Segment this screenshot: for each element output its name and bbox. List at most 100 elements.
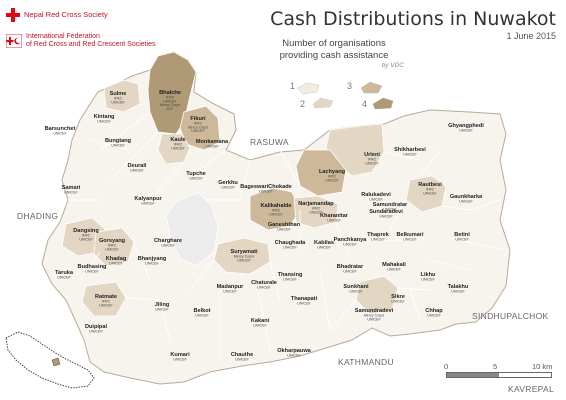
vdc-org: Mercy Corps: [160, 103, 181, 107]
vdc-boundary: [109, 131, 159, 181]
nrcs-logo-block: Nepal Red Cross Society: [6, 8, 108, 22]
vdc-org: UNICEF: [349, 290, 363, 294]
vdc-name: Jiling: [155, 302, 170, 308]
vdc-org: UNICEF: [383, 208, 397, 212]
vdc-org: UNICEF: [237, 258, 251, 262]
vdc-org: UNICEF: [317, 246, 331, 250]
vdc-org: UNICEF: [221, 186, 235, 190]
ifrc-logo-block: International Federation of Red Cross an…: [6, 33, 156, 49]
vdc-org: UNICEF: [173, 358, 187, 362]
vdc-name: Belkot: [193, 308, 210, 314]
vdc-name: Ralukadevi: [361, 192, 391, 198]
vdc-boundary: [259, 299, 271, 351]
vdc-org: UNICEF: [423, 191, 437, 195]
region-dhading: DHADING: [17, 211, 59, 221]
vdc-org: UNICEF: [163, 99, 177, 103]
vdc-org: UNICEF: [223, 290, 237, 294]
legend-title-line2: providing cash assistance: [279, 50, 389, 61]
vdc-name: Bungtang: [105, 138, 132, 144]
vdc-boundary: [409, 289, 421, 321]
vdc-name: Bhanjyang: [138, 256, 167, 262]
vdc-name: Ghyangphedi: [448, 123, 484, 129]
vdc-org: UNICEF: [459, 200, 473, 204]
vdc-name: Okharpauwa: [277, 348, 311, 354]
vdc-org: UNICEF: [365, 161, 379, 165]
vdc-org: UNICEF: [99, 303, 113, 307]
vdc-boundary: [419, 149, 441, 177]
vdc-name: Kaule: [170, 137, 185, 143]
vdc-org: UNICEF: [387, 268, 401, 272]
vdc-name: Kabilas: [314, 240, 334, 246]
vdc-boundary: [125, 297, 161, 301]
vdc-area-ratmate: [81, 281, 127, 317]
vdc-org: UNICEF: [403, 238, 417, 242]
vdc-org: UNICEF: [64, 191, 78, 195]
vdc-name: Gerkhu: [218, 180, 238, 186]
vdc-boundary: [329, 299, 357, 331]
map-title: Cash Distributions in Nuwakot: [270, 8, 556, 30]
vdc-org: UNICEF: [297, 302, 311, 306]
map-date: 1 June 2015: [506, 31, 556, 41]
vdc-org: IFRC: [328, 175, 337, 179]
ifrc-name-line1: International Federation: [26, 33, 100, 40]
vdc-boundary: [189, 259, 215, 291]
vdc-name: Betini: [454, 232, 470, 238]
legend-label-4: 4: [362, 99, 368, 109]
vdc-name: Thaprek: [367, 232, 390, 238]
vdc-name: Thanapati: [291, 296, 318, 302]
vdc-org: IFRC: [108, 244, 117, 248]
region-kathmandu: KATHMANDU: [338, 357, 394, 367]
vdc-org: IFRC: [166, 96, 175, 100]
vdc-name: Sikre: [391, 294, 405, 300]
vdc-org: UNICEF: [369, 198, 383, 202]
vdc-org: Mercy Corps: [364, 314, 385, 318]
vdc-org: UNICEF: [283, 278, 297, 282]
vdc-boundary: [279, 149, 301, 187]
vdc-name: Mahakali: [382, 262, 406, 268]
nepal-inset-map: [5, 331, 95, 389]
vdc-org: IFRC: [426, 188, 435, 192]
region-kavrepal: KAVREPAL: [508, 384, 555, 394]
vdc-org: UNICEF: [191, 129, 205, 133]
vdc-org: UNICEF: [269, 212, 283, 216]
vdc-org: UNICEF: [309, 210, 323, 214]
vdc-name: Lachyang: [319, 169, 346, 175]
vdc-name: Kakani: [251, 318, 270, 324]
vdc-area-kalikahalde: [249, 187, 301, 231]
vdc-org: UNICEF: [53, 132, 67, 136]
vdc-org: UNICEF: [130, 169, 144, 173]
vdc-org: UNICEF: [259, 190, 273, 194]
vdc-org: UNICEF: [343, 270, 357, 274]
vdc-org: UNICEF: [155, 308, 169, 312]
vdc-area-gorsyang: [93, 227, 135, 267]
vdc-org: UNICEF: [451, 290, 465, 294]
vdc-org: UNICEF: [403, 153, 417, 157]
vdc-name: Madanpur: [217, 284, 245, 290]
vdc-org: UNICEF: [327, 219, 341, 223]
vdc-boundary: [133, 241, 151, 281]
vdc-name: Thansing: [278, 272, 303, 278]
vdc-name: Bhalche: [159, 90, 181, 96]
vdc-org: UNICEF: [189, 177, 203, 181]
vdc-name: Gorsyang: [99, 238, 126, 244]
vdc-org: UNICEF: [253, 324, 267, 328]
